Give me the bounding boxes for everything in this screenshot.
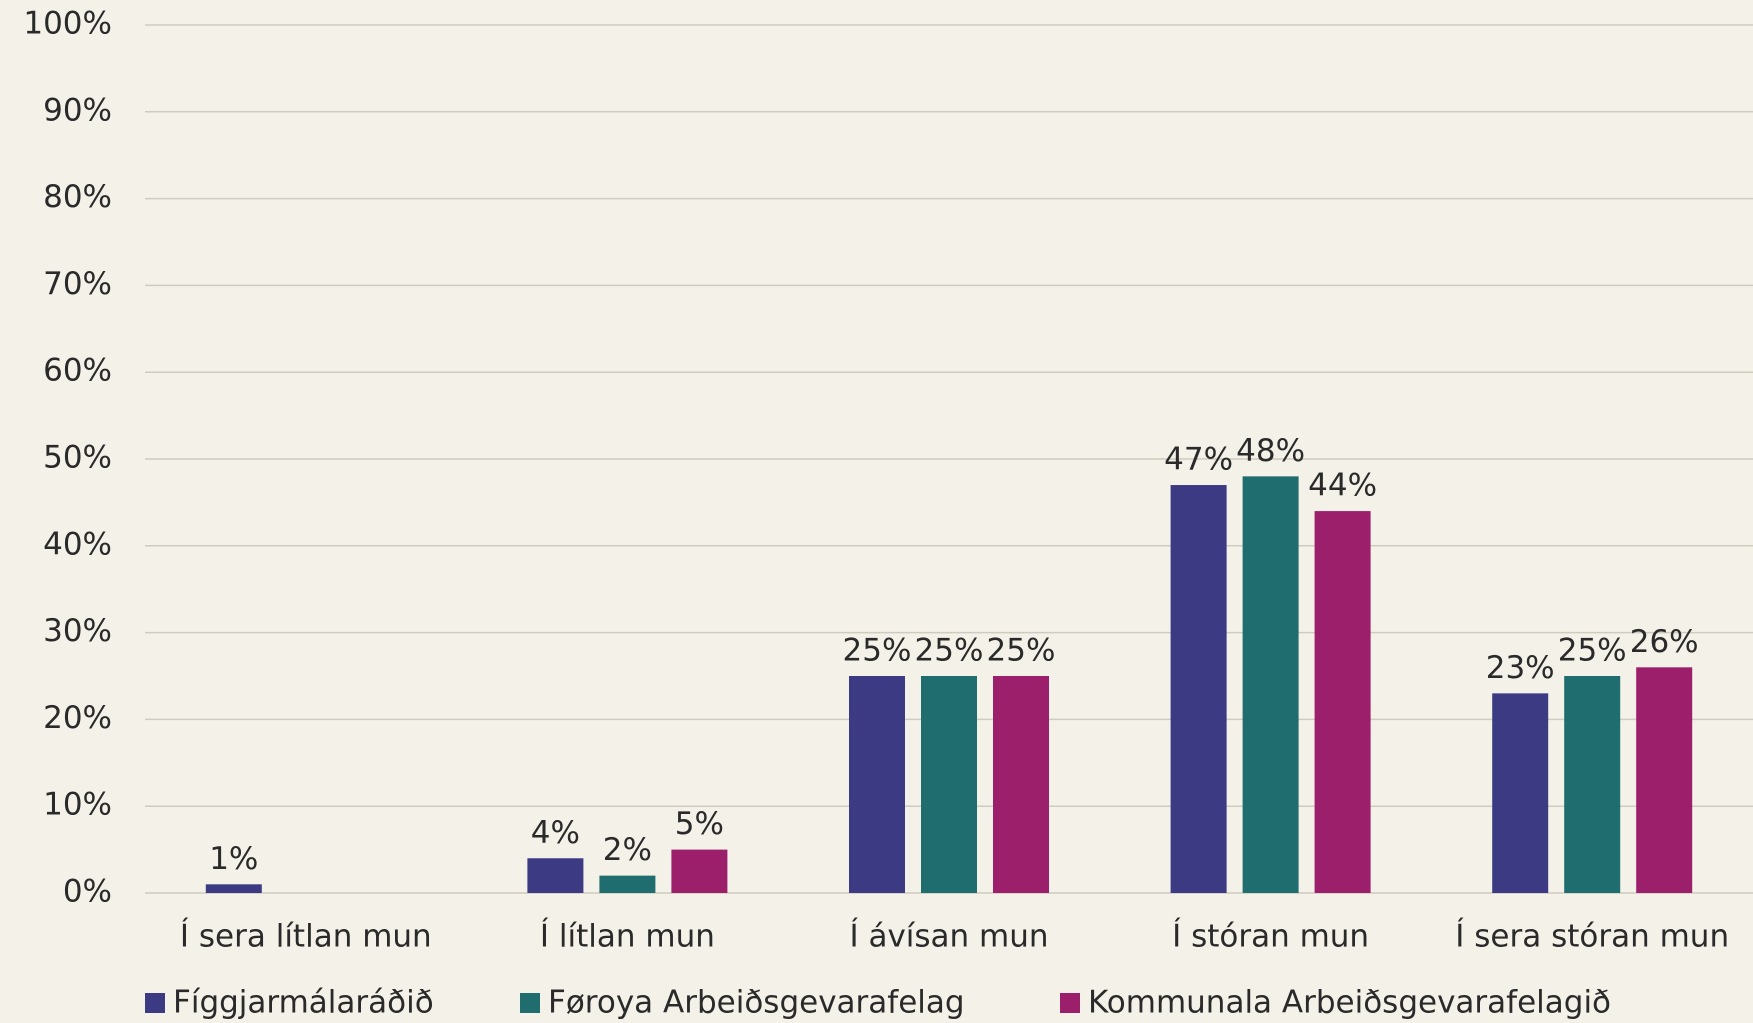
- bar: [527, 858, 584, 893]
- x-tick-label: Í lítlan mun: [540, 919, 715, 955]
- legend-label: Kommunala Arbeiðsgevarafelagið: [1088, 985, 1611, 1021]
- y-tick-label: 20%: [43, 700, 112, 736]
- data-label: 48%: [1236, 433, 1305, 469]
- data-label: 25%: [915, 633, 984, 669]
- x-tick-label: Í stóran mun: [1172, 919, 1369, 955]
- bar: [1636, 667, 1693, 893]
- y-tick-label: 10%: [43, 787, 112, 823]
- x-tick-label: Í ávísan mun: [849, 919, 1048, 955]
- data-label: 25%: [987, 633, 1056, 669]
- data-label: 1%: [209, 841, 258, 877]
- y-tick-label: 0%: [63, 874, 112, 910]
- data-label: 4%: [531, 815, 580, 851]
- bar: [1242, 476, 1299, 893]
- bar: [1314, 511, 1371, 893]
- bar: [599, 875, 656, 893]
- x-tick-label: Í sera stóran mun: [1455, 919, 1729, 955]
- data-label: 25%: [843, 633, 912, 669]
- bar: [921, 676, 977, 893]
- data-label: 47%: [1164, 442, 1233, 478]
- bar: [1170, 485, 1227, 893]
- legend-label: Føroya Arbeiðsgevarafelag: [548, 985, 965, 1021]
- bar: [671, 849, 728, 893]
- bar: [205, 884, 262, 893]
- y-tick-label: 40%: [43, 526, 112, 562]
- bar: [993, 676, 1049, 893]
- bar: [1564, 676, 1621, 893]
- y-tick-label: 70%: [43, 266, 112, 302]
- y-tick-label: 60%: [43, 353, 112, 389]
- y-tick-label: 50%: [43, 440, 112, 476]
- legend-swatch: [1060, 993, 1080, 1013]
- legend-label: Fíggjarmálaráðið: [173, 985, 434, 1021]
- y-tick-label: 90%: [43, 92, 112, 128]
- legend-swatch: [145, 993, 165, 1013]
- legend-swatch: [520, 993, 540, 1013]
- bar: [1492, 693, 1549, 893]
- data-label: 5%: [675, 806, 724, 842]
- data-label: 26%: [1630, 624, 1699, 660]
- y-tick-label: 80%: [43, 179, 112, 215]
- y-tick-label: 30%: [43, 613, 112, 649]
- x-tick-label: Í sera lítlan mun: [180, 919, 432, 955]
- data-label: 23%: [1486, 650, 1555, 686]
- data-label: 25%: [1558, 633, 1627, 669]
- bar: [849, 676, 905, 893]
- data-label: 44%: [1308, 468, 1377, 504]
- y-tick-label: 100%: [23, 6, 112, 42]
- data-label: 2%: [603, 832, 652, 868]
